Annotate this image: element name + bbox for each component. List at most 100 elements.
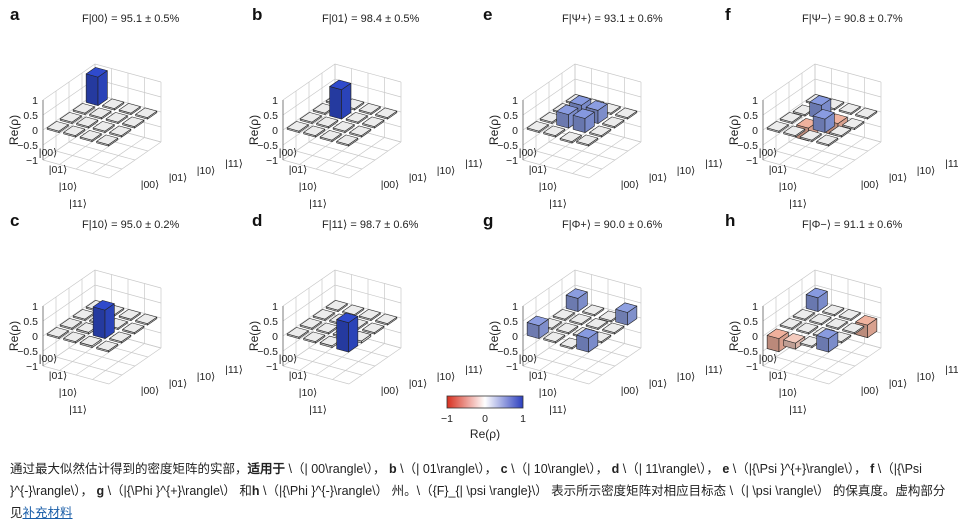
bar-face xyxy=(585,318,608,329)
bar-face xyxy=(336,312,359,324)
bar-0-3 xyxy=(526,121,549,133)
z-tick-label: 0 xyxy=(32,331,38,343)
grid-line xyxy=(522,63,642,101)
bar-face xyxy=(325,300,348,311)
row-basis-label: |00⟩ xyxy=(759,147,778,159)
z-tick-label: −1 xyxy=(266,361,278,373)
caption-c-state: \（| 10\rangle\）， xyxy=(507,462,612,476)
col-basis-label: |00⟩ xyxy=(141,179,160,191)
bar-face xyxy=(855,107,878,118)
caption-g-label: g xyxy=(96,484,105,498)
fidelity-label-h: F|Φ−⟩ = 91.1 ± 0.6% xyxy=(802,219,902,231)
bar-3-1 xyxy=(122,322,145,335)
bar-face xyxy=(342,304,365,315)
col-basis-label: |01⟩ xyxy=(409,378,428,390)
row-basis-label: |11⟩ xyxy=(309,198,327,210)
bar-3-1 xyxy=(602,116,625,129)
z-tick-label: 0.5 xyxy=(503,316,518,328)
bar-face xyxy=(118,103,141,114)
grid-line xyxy=(92,137,145,174)
panel-letter-e: e xyxy=(483,5,492,24)
bar-1-3 xyxy=(543,125,566,138)
bar-3-1 xyxy=(362,322,385,335)
panel-letter-g: g xyxy=(483,211,493,230)
col-basis-label: |10⟩ xyxy=(437,165,456,177)
bar-face xyxy=(766,328,789,339)
z-tick-label: −1 xyxy=(266,155,278,167)
row-basis-label: |11⟩ xyxy=(549,198,567,210)
panel-letter-c: c xyxy=(10,211,19,230)
fidelity-label-d: F|11⟩ = 98.7 ± 0.6% xyxy=(322,219,419,231)
caption-e-state: \（|{\Psi }^{+}\rangle\）， xyxy=(729,462,871,476)
row-basis-label: |11⟩ xyxy=(69,198,87,210)
z-tick-label: 1 xyxy=(272,301,278,313)
grid-line xyxy=(535,150,603,170)
bar-face xyxy=(838,309,861,320)
colorbar-gradient xyxy=(446,395,524,409)
col-basis-label: |00⟩ xyxy=(141,385,160,397)
bar-2-3 xyxy=(559,131,582,144)
grid-line xyxy=(308,347,376,367)
bar-3-1 xyxy=(842,118,865,130)
bar-face xyxy=(822,304,845,315)
col-basis-label: |11⟩ xyxy=(945,364,958,376)
caption-text: 通过最大似然估计得到的密度矩阵的实部， xyxy=(10,462,248,476)
bar-face xyxy=(842,322,865,333)
bar-face xyxy=(345,112,368,123)
z-axis-label: Re(ρ) xyxy=(7,321,21,351)
bar-3-2 xyxy=(349,125,372,138)
z-tick-label: 1 xyxy=(272,95,278,107)
z-tick-label: −0.5 xyxy=(17,140,38,152)
z-tick-label: −1 xyxy=(746,155,758,167)
bar-0-3 xyxy=(286,121,309,133)
bar-face xyxy=(779,112,802,123)
bar-face xyxy=(316,116,339,127)
row-basis-label: |01⟩ xyxy=(529,370,548,382)
bar-3-3 xyxy=(816,134,839,147)
bar-1-1 xyxy=(569,313,592,326)
bar-face xyxy=(792,309,815,320)
bar-face xyxy=(375,107,398,118)
z-tick-label: 1 xyxy=(512,301,518,313)
grid-line xyxy=(775,356,843,376)
bar-3-0 xyxy=(135,313,158,326)
bar-face xyxy=(589,125,612,136)
bar-1-1 xyxy=(329,79,352,120)
grid-line xyxy=(282,159,350,179)
bar-3-1 xyxy=(842,322,865,335)
bar-2-0 xyxy=(358,103,381,115)
bar-0-1 xyxy=(72,309,95,321)
bar-0-3 xyxy=(766,121,789,133)
bar-1-2 xyxy=(316,116,339,129)
col-basis-label: |01⟩ xyxy=(169,172,188,184)
col-basis-label: |11⟩ xyxy=(465,158,483,170)
bar-2-0 xyxy=(838,309,861,321)
grid-line xyxy=(572,343,625,380)
bar-face xyxy=(358,103,381,114)
grid-line xyxy=(295,356,363,376)
panel-letter-h: h xyxy=(725,211,735,230)
z-tick-label: 0.5 xyxy=(263,110,278,122)
bar-face xyxy=(79,335,102,347)
row-basis-label: |00⟩ xyxy=(39,147,58,159)
bar-face xyxy=(543,125,566,136)
bar-0-2 xyxy=(59,318,82,330)
grid-line xyxy=(788,141,856,161)
bar-0-1 xyxy=(792,309,815,321)
row-basis-label: |11⟩ xyxy=(549,404,567,416)
bar-face xyxy=(779,318,802,329)
bar-face xyxy=(85,73,99,106)
z-axis-label: Re(ρ) xyxy=(727,321,741,351)
z-tick-label: 0.5 xyxy=(263,316,278,328)
caption-g-state: \（|{\Phi }^{+}\rangle\） 和 xyxy=(104,484,252,498)
bar-face xyxy=(582,304,605,315)
bar-face xyxy=(855,315,878,326)
bar-face xyxy=(805,287,828,299)
bar-3-1 xyxy=(602,322,625,335)
bar-3-0 xyxy=(375,313,398,326)
panel-letter-f: f xyxy=(725,5,731,24)
grid-line xyxy=(762,365,830,385)
supplementary-link[interactable]: 补充材料 xyxy=(22,506,73,520)
row-basis-label: |01⟩ xyxy=(769,370,788,382)
colorbar-tick-max: 1 xyxy=(520,413,526,425)
